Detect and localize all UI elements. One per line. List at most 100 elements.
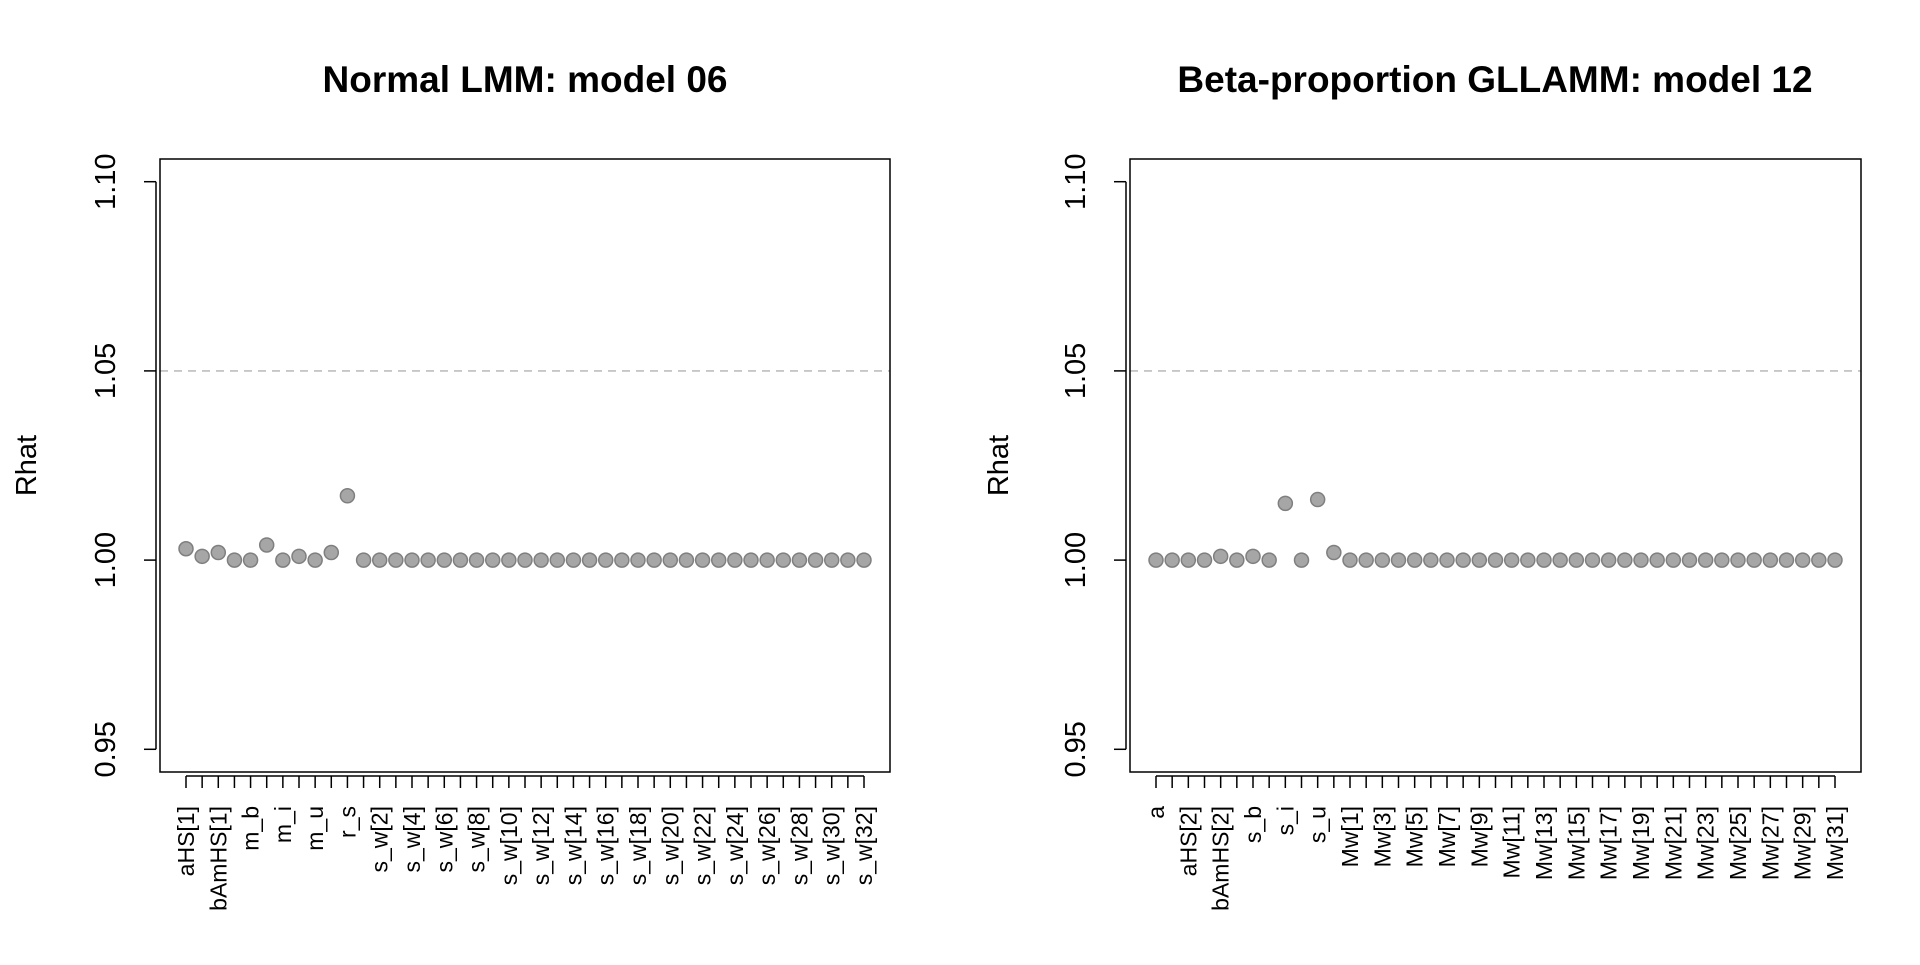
data-point (1245, 548, 1261, 565)
data-point (1794, 552, 1811, 568)
x-tick-label: s_w[14] (560, 806, 586, 885)
y-tick-label: 1.00 (1060, 532, 1092, 588)
x-tick-label: s_u (1305, 806, 1331, 843)
x-tick-label: s_w[24] (722, 806, 748, 885)
data-point (1520, 552, 1536, 568)
data-point (533, 552, 549, 568)
data-point (1309, 491, 1326, 508)
data-point (452, 552, 469, 568)
x-tick-label: Mw[13] (1531, 806, 1557, 880)
data-point (258, 537, 275, 553)
y-tick-label: 0.95 (90, 721, 122, 777)
data-point (840, 552, 856, 568)
x-tick-label: aHS[1] (173, 806, 199, 876)
data-point (1503, 552, 1520, 568)
data-point (581, 552, 598, 568)
plot-frame (159, 158, 891, 773)
data-point (678, 552, 695, 568)
data-point (1148, 552, 1164, 568)
data-point (355, 552, 372, 568)
data-point (307, 552, 323, 568)
data-point (1487, 552, 1504, 568)
data-point (710, 552, 727, 568)
data-point (1406, 552, 1423, 568)
x-tick-label: bAmHS[1] (205, 806, 231, 911)
data-point (436, 552, 453, 568)
data-point (323, 544, 340, 561)
data-point (1681, 552, 1698, 568)
data-point (1827, 552, 1843, 568)
data-point (1762, 552, 1779, 568)
data-point (1455, 552, 1471, 568)
data-point (1697, 552, 1714, 568)
x-tick-label: Mw[25] (1725, 806, 1751, 880)
x-tick-label: s_i (1272, 806, 1298, 835)
data-point (1811, 552, 1827, 568)
y-axis-label: Rhat (983, 435, 1015, 496)
x-tick-label: s_w[12] (528, 806, 554, 885)
x-tick-label: Mw[7] (1434, 806, 1460, 867)
x-tick-label: Mw[5] (1402, 806, 1428, 867)
data-point (662, 552, 679, 568)
data-point (1617, 552, 1633, 568)
x-tick-label: s_w[4] (399, 806, 425, 872)
data-point (1326, 544, 1342, 561)
x-tick-label: m_b (238, 806, 264, 851)
x-tick-label: s_w[22] (690, 806, 716, 885)
x-tick-label: s_w[16] (593, 806, 619, 885)
x-tick-label: s_w[20] (657, 806, 683, 885)
y-axis-label: Rhat (11, 435, 43, 496)
data-point (807, 552, 824, 568)
chart-title: Normal LMM: model 06 (323, 59, 728, 100)
x-tick-label: Mw[9] (1466, 806, 1492, 867)
x-tick-label: s_b (1240, 806, 1266, 843)
y-tick-label: 1.05 (90, 343, 122, 399)
x-tick-label: m_i (270, 806, 296, 843)
x-tick-label: Mw[17] (1596, 806, 1622, 880)
data-point (1439, 552, 1455, 568)
chart-panel-1: Normal LMM: model 06 Rhat 0.95 1.00 1.05 1.10… (11, 59, 891, 911)
x-tick-label: Mw[15] (1563, 806, 1589, 880)
data-point (178, 540, 194, 557)
data-point (388, 552, 404, 568)
data-point (1568, 552, 1585, 568)
data-point (1164, 552, 1180, 568)
x-tick-label: Mw[23] (1693, 806, 1719, 880)
data-point (646, 552, 662, 568)
x-tick-label: Mw[29] (1790, 806, 1816, 880)
data-point (614, 552, 630, 568)
data-point (1471, 552, 1488, 568)
data-point (1665, 552, 1682, 568)
x-tick-label: s_w[2] (367, 806, 393, 872)
data-point (1277, 495, 1294, 512)
data-point (226, 552, 243, 568)
data-point (1649, 552, 1665, 568)
data-point (549, 552, 566, 568)
y-tick-label: 0.95 (1060, 721, 1092, 777)
data-point (694, 552, 711, 568)
y-tick-label: 1.10 (1060, 153, 1092, 209)
data-point (775, 552, 792, 568)
data-point (630, 552, 646, 568)
x-tick-label: s_w[18] (625, 806, 651, 885)
data-point (242, 552, 259, 568)
data-point (210, 544, 227, 561)
data-point (1390, 552, 1407, 568)
x-tick-label: Mw[19] (1628, 806, 1654, 880)
data-point (727, 552, 743, 568)
y-tick-label: 1.10 (90, 153, 122, 209)
data-point (743, 552, 759, 568)
x-tick-label: Mw[27] (1757, 806, 1783, 880)
data-point (1536, 552, 1552, 568)
x-tick-label: s_w[8] (464, 806, 490, 872)
x-tick-label: s_w[32] (851, 806, 877, 885)
data-point (1374, 552, 1391, 568)
data-point (194, 548, 210, 565)
x-tick-label: Mw[3] (1369, 806, 1395, 867)
data-point (1229, 552, 1245, 568)
x-tick-label: Mw[21] (1660, 806, 1686, 880)
data-point (1584, 552, 1601, 568)
data-point (1261, 552, 1277, 568)
